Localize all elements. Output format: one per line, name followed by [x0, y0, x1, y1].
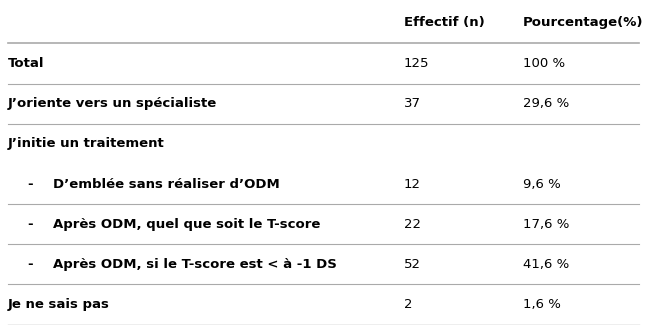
- Text: 22: 22: [404, 218, 421, 231]
- Text: 1,6 %: 1,6 %: [523, 298, 561, 311]
- Text: Après ODM, si le T-score est < à -1 DS: Après ODM, si le T-score est < à -1 DS: [53, 258, 337, 271]
- Text: 17,6 %: 17,6 %: [523, 218, 569, 231]
- Text: 52: 52: [404, 258, 421, 271]
- Text: Après ODM, quel que soit le T-score: Après ODM, quel que soit le T-score: [53, 218, 320, 231]
- Text: Pourcentage(%): Pourcentage(%): [523, 16, 644, 29]
- Text: 2: 2: [404, 298, 413, 311]
- Text: J’initie un traitement: J’initie un traitement: [8, 137, 165, 150]
- Text: Effectif (n): Effectif (n): [404, 16, 485, 29]
- Text: Total: Total: [8, 57, 44, 70]
- Text: -: -: [27, 178, 33, 190]
- Text: 100 %: 100 %: [523, 57, 565, 70]
- Text: 41,6 %: 41,6 %: [523, 258, 569, 271]
- Text: 125: 125: [404, 57, 429, 70]
- Text: 9,6 %: 9,6 %: [523, 178, 561, 190]
- Text: D’emblée sans réaliser d’ODM: D’emblée sans réaliser d’ODM: [53, 178, 280, 190]
- Text: 37: 37: [404, 97, 421, 110]
- Text: 12: 12: [404, 178, 421, 190]
- Text: 29,6 %: 29,6 %: [523, 97, 569, 110]
- Text: Je ne sais pas: Je ne sais pas: [8, 298, 110, 311]
- Text: -: -: [27, 218, 33, 231]
- Text: J’oriente vers un spécialiste: J’oriente vers un spécialiste: [8, 97, 217, 110]
- Text: -: -: [27, 258, 33, 271]
